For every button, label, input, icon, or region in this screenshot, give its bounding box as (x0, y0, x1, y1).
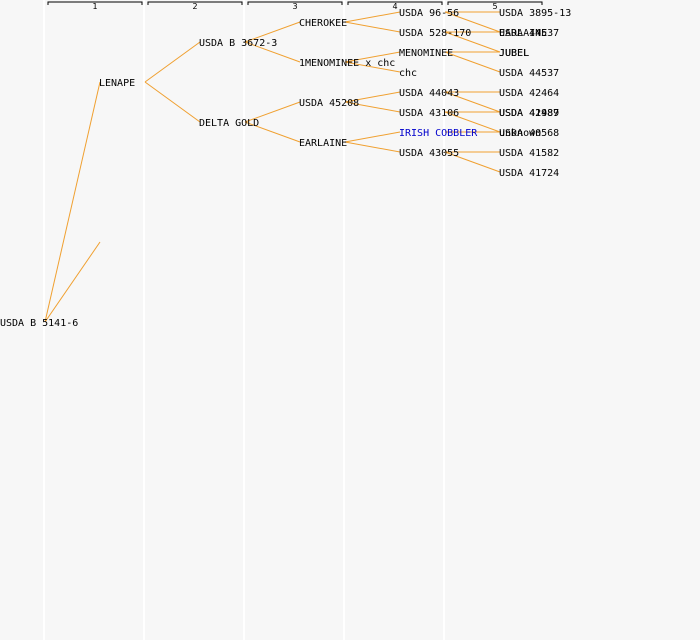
edge-usda9656 (344, 11, 401, 23)
node-lenape: LENAPE (99, 78, 135, 89)
node-g5g: USDA 42464 (499, 88, 559, 99)
node-usda43106: USDA 43106 (399, 108, 459, 119)
generation-label: 3 (292, 2, 297, 11)
node-menominee: MENOMINEE (399, 48, 453, 59)
node-usda528: USDA 528-170 (399, 28, 471, 39)
edge-g5d (444, 31, 501, 53)
node-g5d: JUBEL (499, 48, 529, 59)
edge-b3672 (144, 41, 201, 83)
node-chc: chc (399, 68, 417, 79)
node-labels: USDA B 5141-6 LENAPE USDA B 3672-3 DELTA GO… (0, 8, 571, 329)
node-g5c: USDA 44537 (499, 28, 559, 39)
edge-g5b (444, 11, 501, 33)
generation-bracket (447, 1, 543, 5)
edge-g5h (444, 91, 501, 113)
edge-menominee (344, 51, 401, 63)
node-g5i: USDA 41989 (499, 108, 559, 119)
generation-label: 1 (92, 2, 97, 11)
node-g5l: USDA 41582 (499, 148, 559, 159)
node-g5m: USDA 41724 (499, 168, 559, 179)
generation-bracket (47, 1, 143, 5)
generation-bracket (247, 1, 343, 5)
edge-deltagold (144, 81, 201, 123)
node-usda43055: USDA 43055 (399, 148, 459, 159)
node-usda44043: USDA 44043 (399, 88, 459, 99)
generation-bracket (347, 1, 443, 5)
generation-label: 5 (492, 2, 497, 11)
edge-g5m (444, 151, 501, 173)
edge-irish (344, 131, 401, 143)
edge-lenape (44, 81, 101, 323)
column-dividers (43, 0, 445, 640)
generation-label: 2 (192, 2, 197, 11)
node-deltagold: DELTA GOLD (199, 118, 259, 129)
node-g5a: USDA 3895-13 (499, 8, 571, 19)
node-g5h: USDA 42487 (499, 108, 559, 119)
edge-cherokee (244, 21, 301, 43)
generation-label: 4 (392, 2, 397, 11)
node-g5f: USDA 44537 (499, 68, 559, 79)
node-usda45208: USDA 45208 (299, 98, 359, 109)
tree-edges (44, 11, 501, 323)
node-menchc: 1MENOMINEE x chc (299, 58, 395, 69)
edge-usda45208 (244, 101, 301, 123)
edge-usda44043 (344, 91, 401, 103)
node-g5j: USDA 40568 (499, 128, 559, 139)
node-root: USDA B 5141-6 (0, 318, 78, 329)
edge-usda43055 (344, 141, 401, 153)
edge-earlaine3 (244, 121, 301, 143)
edge-g5f (444, 51, 501, 73)
edge-chc (344, 61, 401, 73)
generation-bracket (147, 1, 243, 5)
node-usda9656: USDA 96-56 (399, 8, 459, 19)
edge-usda528 (344, 21, 401, 33)
generation-header: 1 2 3 4 5 (47, 1, 543, 11)
node-g5b: EARLAINE (499, 28, 547, 39)
node-cherokee: CHEROKEE (299, 18, 347, 29)
edge-menchc (244, 41, 301, 63)
node-irish[interactable]: IRISH COBBLER (399, 128, 478, 139)
node-earlaine3: EARLAINE (299, 138, 347, 149)
edge-usda43106 (344, 101, 401, 113)
edge-g5j (444, 111, 501, 133)
edge-unk1 (44, 241, 101, 323)
node-g5e: JUBEL (499, 48, 529, 59)
node-b3672: USDA B 3672-3 (199, 38, 277, 49)
node-g5k: unknown (499, 128, 541, 139)
